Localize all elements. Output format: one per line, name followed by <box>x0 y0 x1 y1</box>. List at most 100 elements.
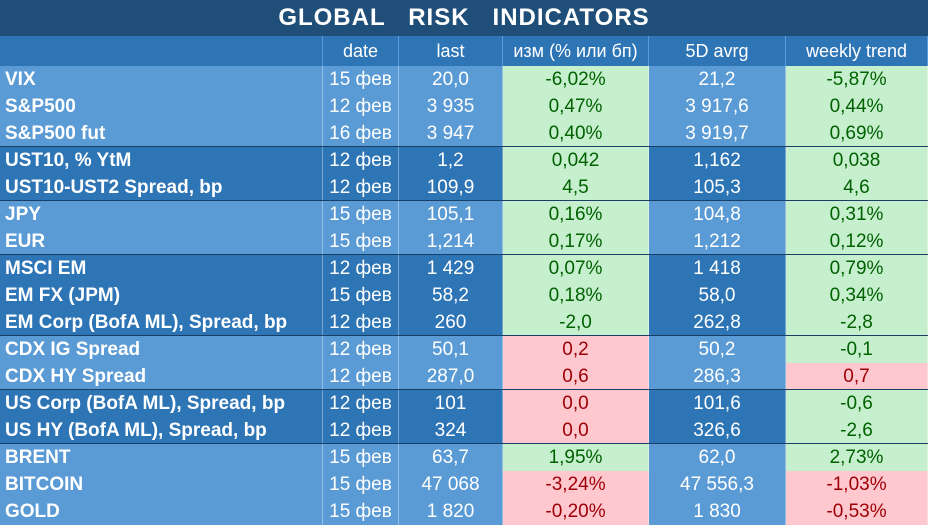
date-cell: 12 фев <box>323 255 399 282</box>
indicator-name: MSCI EM <box>0 255 323 282</box>
last-value-cell: 50,1 <box>399 336 503 363</box>
date-cell: 15 фев <box>323 201 399 228</box>
last-value-cell: 1,214 <box>399 228 503 255</box>
change-cell: 0,40% <box>503 120 649 147</box>
date-cell: 15 фев <box>323 498 399 525</box>
indicator-name: GOLD <box>0 498 323 525</box>
five-day-average-cell: 1 418 <box>649 255 786 282</box>
five-day-average-cell: 262,8 <box>649 309 786 336</box>
date-cell: 15 фев <box>323 66 399 93</box>
indicator-name: EM Corp (BofA ML), Spread, bp <box>0 309 323 336</box>
five-day-average-cell: 3 917,6 <box>649 93 786 120</box>
table-title: GLOBAL RISK INDICATORS <box>0 0 928 36</box>
weekly-trend-cell: 0,7 <box>786 363 928 390</box>
indicator-name: S&P500 fut <box>0 120 323 147</box>
last-value-cell: 101 <box>399 390 503 417</box>
date-cell: 12 фев <box>323 93 399 120</box>
weekly-trend-cell: 0,34% <box>786 282 928 309</box>
last-value-cell: 324 <box>399 417 503 444</box>
weekly-trend-cell: 0,69% <box>786 120 928 147</box>
change-cell: -2,0 <box>503 309 649 336</box>
five-day-average-cell: 326,6 <box>649 417 786 444</box>
indicator-name: EUR <box>0 228 323 255</box>
five-day-average-cell: 104,8 <box>649 201 786 228</box>
indicator-name: US Corp (BofA ML), Spread, bp <box>0 390 323 417</box>
last-value-cell: 3 935 <box>399 93 503 120</box>
change-cell: 0,0 <box>503 390 649 417</box>
date-cell: 12 фев <box>323 174 399 201</box>
indicator-name: VIX <box>0 66 323 93</box>
change-cell: 1,95% <box>503 444 649 471</box>
indicator-name: S&P500 <box>0 93 323 120</box>
indicator-name: CDX HY Spread <box>0 363 323 390</box>
change-cell: 0,0 <box>503 417 649 444</box>
header-change: изм (% или бп) <box>503 36 649 66</box>
date-cell: 15 фев <box>323 444 399 471</box>
date-cell: 16 фев <box>323 120 399 147</box>
last-value-cell: 47 068 <box>399 471 503 498</box>
indicator-name: BRENT <box>0 444 323 471</box>
five-day-average-cell: 1,212 <box>649 228 786 255</box>
change-cell: 0,18% <box>503 282 649 309</box>
five-day-average-cell: 286,3 <box>649 363 786 390</box>
header-date: date <box>323 36 399 66</box>
five-day-average-cell: 3 919,7 <box>649 120 786 147</box>
weekly-trend-cell: -0,6 <box>786 390 928 417</box>
change-cell: 4,5 <box>503 174 649 201</box>
date-cell: 15 фев <box>323 282 399 309</box>
change-cell: 0,17% <box>503 228 649 255</box>
indicator-name: US HY (BofA ML), Spread, bp <box>0 417 323 444</box>
indicator-name: BITCOIN <box>0 471 323 498</box>
weekly-trend-cell: -5,87% <box>786 66 928 93</box>
last-value-cell: 260 <box>399 309 503 336</box>
change-cell: 0,47% <box>503 93 649 120</box>
change-cell: 0,6 <box>503 363 649 390</box>
weekly-trend-cell: -2,8 <box>786 309 928 336</box>
date-cell: 12 фев <box>323 336 399 363</box>
last-value-cell: 63,7 <box>399 444 503 471</box>
weekly-trend-cell: -1,03% <box>786 471 928 498</box>
last-value-cell: 58,2 <box>399 282 503 309</box>
weekly-trend-cell: 0,038 <box>786 147 928 174</box>
date-cell: 12 фев <box>323 147 399 174</box>
weekly-trend-cell: 0,44% <box>786 93 928 120</box>
five-day-average-cell: 50,2 <box>649 336 786 363</box>
indicator-name: UST10, % YtM <box>0 147 323 174</box>
date-cell: 12 фев <box>323 363 399 390</box>
last-value-cell: 3 947 <box>399 120 503 147</box>
five-day-average-cell: 58,0 <box>649 282 786 309</box>
five-day-average-cell: 101,6 <box>649 390 786 417</box>
last-value-cell: 20,0 <box>399 66 503 93</box>
date-cell: 15 фев <box>323 228 399 255</box>
last-value-cell: 1 820 <box>399 498 503 525</box>
indicator-name: UST10-UST2 Spread, bp <box>0 174 323 201</box>
indicator-name: CDX IG Spread <box>0 336 323 363</box>
date-cell: 15 фев <box>323 471 399 498</box>
indicator-name: JPY <box>0 201 323 228</box>
weekly-trend-cell: 0,79% <box>786 255 928 282</box>
five-day-average-cell: 47 556,3 <box>649 471 786 498</box>
weekly-trend-cell: -2,6 <box>786 417 928 444</box>
five-day-average-cell: 62,0 <box>649 444 786 471</box>
weekly-trend-cell: 4,6 <box>786 174 928 201</box>
weekly-trend-cell: 0,31% <box>786 201 928 228</box>
five-day-average-cell: 1 830 <box>649 498 786 525</box>
date-cell: 12 фев <box>323 417 399 444</box>
header-indicator <box>0 36 323 66</box>
weekly-trend-cell: -0,53% <box>786 498 928 525</box>
header-last: last <box>399 36 503 66</box>
date-cell: 12 фев <box>323 390 399 417</box>
change-cell: 0,2 <box>503 336 649 363</box>
last-value-cell: 109,9 <box>399 174 503 201</box>
change-cell: 0,16% <box>503 201 649 228</box>
weekly-trend-cell: 2,73% <box>786 444 928 471</box>
change-cell: -0,20% <box>503 498 649 525</box>
change-cell: 0,07% <box>503 255 649 282</box>
last-value-cell: 287,0 <box>399 363 503 390</box>
last-value-cell: 1,2 <box>399 147 503 174</box>
weekly-trend-cell: 0,12% <box>786 228 928 255</box>
date-cell: 12 фев <box>323 309 399 336</box>
indicator-name: EM FX (JPM) <box>0 282 323 309</box>
change-cell: -6,02% <box>503 66 649 93</box>
